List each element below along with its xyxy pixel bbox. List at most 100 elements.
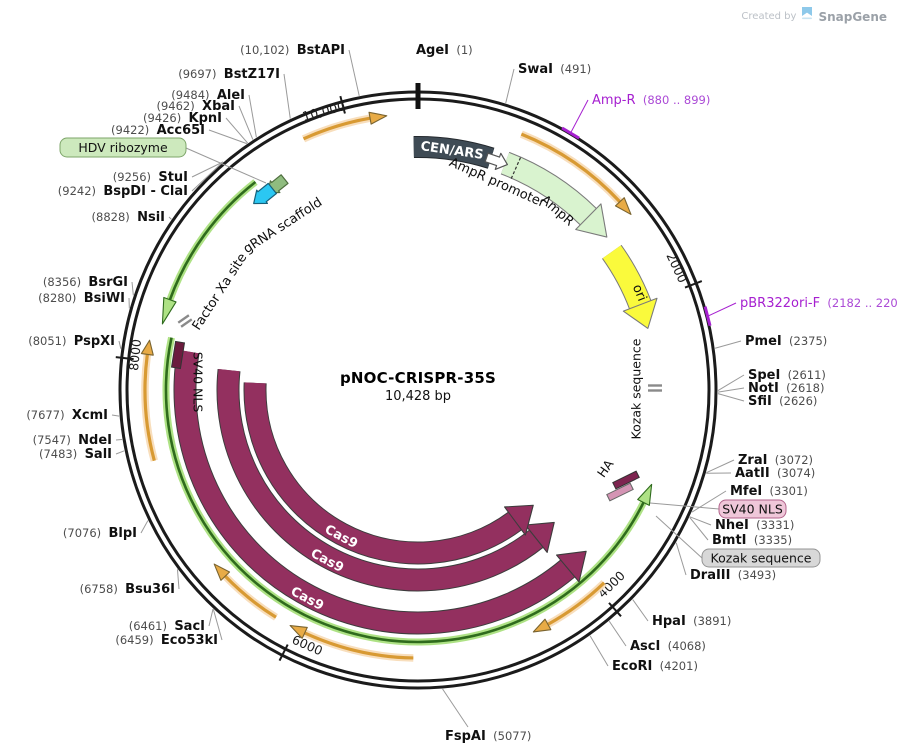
leader-StuI: [191, 161, 224, 178]
enzyme-label-NheI: NheI (3331): [715, 518, 794, 533]
orf-arrowhead-1: [614, 197, 632, 215]
feature-band-cas9-5: [244, 382, 522, 564]
leader-SfiI: [717, 393, 745, 402]
sv40-nls-start-cap: [170, 340, 186, 370]
enzyme-label-PmeI: PmeI (2375): [745, 334, 827, 349]
enzyme-label-PspXI: (8051) PspXI: [28, 334, 115, 349]
enzyme-label-AleI: (9484) AleI: [171, 88, 245, 103]
enzyme-label-XcmI: (7677) XcmI: [26, 408, 108, 423]
leader-Bsu36I: [176, 569, 180, 590]
enzyme-label-StuI: (9256) StuI: [113, 170, 188, 185]
factor-xa-site-tick-1: [180, 318, 193, 328]
leader-NheI: [689, 516, 712, 526]
enzyme-label-MfeI: MfeI (3301): [730, 484, 808, 499]
leader-NotI: [717, 387, 745, 393]
feature-band-cen-ars-0: [413, 137, 495, 168]
leader-NsiI: [168, 216, 172, 220]
feature-arrowhead-cas9-5: [503, 504, 534, 536]
enzyme-label-BstAPI: (10,102) BstAPI: [240, 43, 345, 58]
leader-BstZ17I: [283, 73, 291, 119]
leader-FspAI: [442, 688, 469, 728]
feature-band-ori-2: [602, 245, 651, 309]
orf-arrowhead-4: [213, 563, 231, 581]
leader-PspXI: [118, 340, 122, 349]
leader-pBR322ori-F: [707, 302, 737, 317]
sv40-nls-bar: [606, 482, 634, 502]
orf-arc-0: [302, 116, 371, 141]
feature-box-label-hdv-ribozyme: HDV ribozyme: [78, 140, 168, 155]
transcript-arc-left: [168, 180, 257, 301]
scale-tick-label-10,000: 10,000: [301, 98, 347, 124]
feature-band-cas9-4: [217, 369, 543, 591]
leader-BsrGI: [131, 281, 134, 296]
feature-label-sv40-nls-7: SV40 NLS: [191, 352, 206, 413]
primer-label-pBR322ori-F: pBR322ori-F (2182 .. 2201): [740, 296, 899, 311]
leader-EcoRI: [589, 635, 609, 667]
orf-arrowhead-2: [532, 618, 552, 633]
leader-BstAPI: [348, 49, 360, 96]
leader-AleI: [248, 94, 257, 138]
orf-arrowhead-3: [289, 624, 308, 639]
enzyme-label-BlpI: (7076) BlpI: [63, 526, 137, 541]
feature-arrowhead-cas9-4: [524, 521, 555, 553]
feature-box-kozak-sequence: [701, 548, 821, 568]
enzyme-label-BsrGI: (8356) BsrGI: [43, 275, 128, 290]
enzyme-label-SfiI: SfiI (2626): [748, 394, 817, 409]
grna-scaffold-arrow: [253, 182, 278, 205]
enzyme-label-BstZ17I: (9697) BstZ17I: [178, 67, 280, 82]
enzyme-label-KpnI: (9426) KpnI: [143, 111, 222, 126]
enzyme-label-HpaI: HpaI (3891): [652, 614, 731, 629]
feature-box-sv40-nls: [718, 499, 787, 519]
scale-tick-2000: [684, 280, 703, 289]
scale-tick-label-2000: 2000: [663, 250, 690, 285]
leader-Amp-R: [570, 99, 589, 134]
factor-xa-site-tick-0: [177, 314, 190, 324]
transcript-arc-left-halo: [166, 179, 258, 301]
enzyme-label-DraIII: DraIII (3493): [690, 568, 776, 583]
watermark-brand: SnapGene: [818, 9, 887, 24]
feature-band-cas9-3: [174, 349, 575, 634]
leader-kozak-sequence: [655, 515, 703, 559]
leader-SwaI: [505, 68, 515, 104]
feature-label-grna-scaffold-6: gRNA scaffold: [241, 195, 325, 257]
transcript-arc-main: [164, 337, 645, 644]
snapgene-logo-icon: [801, 7, 813, 26]
leader-sv40-nls: [649, 502, 720, 510]
leader-HpaI: [632, 599, 649, 622]
ampr-promoter-arrow: [484, 152, 509, 170]
orf-arrowhead-0: [368, 111, 388, 125]
leader-KpnI: [225, 117, 249, 144]
enzyme-label-FspAI: FspAI (5077): [445, 729, 531, 744]
scale-tick-8000: [115, 356, 134, 361]
feature-label-factor-xa-site-5: Factor Xa site: [190, 251, 251, 333]
primer-site-tick-Amp-R: [561, 126, 580, 140]
feature-box-hdv-ribozyme: [59, 137, 187, 158]
enzyme-label-XbaI: (9462) XbaI: [156, 99, 235, 114]
transcript-arc-left-arrowhead: [161, 296, 177, 325]
enzyme-label-SwaI: SwaI (491): [518, 62, 591, 77]
feature-label-ha-8: HA: [594, 456, 617, 480]
leader-BlpI: [140, 520, 149, 534]
ha-tag-bar: [612, 470, 640, 490]
leader-XbaI: [238, 105, 254, 140]
feature-label-ori-3: ori: [629, 282, 649, 303]
orf-arc-2: [547, 581, 606, 626]
leader-DraIII: [675, 542, 687, 576]
leader-BspDI - ClaI: [191, 163, 222, 192]
enzyme-label-BspDI - ClaI: (9242) BspDI - ClaI: [58, 184, 188, 199]
feature-band-ampr-1: [500, 152, 597, 225]
enzyme-label-SpeI: SpeI (2611): [748, 368, 826, 383]
enzyme-label-AgeI: AgeI (1): [416, 43, 473, 58]
watermark: Created by SnapGene: [741, 7, 887, 26]
primer-label-Amp-R: Amp-R (880 .. 899): [592, 93, 710, 108]
feature-arrowhead-ampr-1: [575, 203, 608, 238]
enzyme-label-AatII: AatII (3074): [735, 466, 815, 481]
enzyme-label-Bsu36I: (6758) Bsu36I: [80, 582, 175, 597]
orf-arc-4: [224, 575, 277, 619]
enzyme-label-AscI: AscI (4068): [630, 639, 706, 654]
transcript-arc-main-arrowhead: [637, 483, 653, 506]
orf-arc-5: [143, 354, 156, 462]
backbone-inner-ring: [125, 97, 711, 683]
